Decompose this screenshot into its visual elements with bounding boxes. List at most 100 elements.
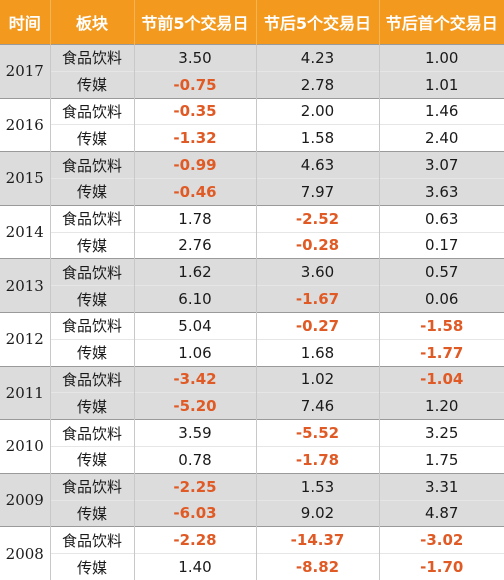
sector-cell: 传媒	[50, 392, 135, 420]
table-row: 传媒 0.78 -1.78 1.75	[0, 445, 504, 474]
sector-cell: 传媒	[50, 338, 135, 367]
header-time: 时间	[0, 0, 51, 45]
value-cell: -1.32	[134, 124, 257, 152]
year-cell: 2012	[0, 311, 51, 367]
sector-cell: 食品饮料	[50, 44, 135, 72]
value-cell: 1.02	[256, 365, 380, 393]
value-cell: -0.75	[134, 70, 257, 99]
value-cell: 2.00	[256, 97, 380, 125]
sector-cell: 食品饮料	[50, 311, 135, 340]
value-cell: -2.52	[256, 204, 380, 233]
header-sector: 板块	[50, 0, 135, 45]
value-cell: -1.78	[256, 445, 380, 474]
table-row: 传媒 6.10 -1.67 0.06	[0, 285, 504, 313]
value-cell: 3.63	[379, 177, 504, 206]
value-cell: 1.78	[134, 204, 257, 233]
table-row: 传媒 -5.20 7.46 1.20	[0, 392, 504, 420]
value-cell: 9.02	[256, 499, 380, 527]
value-cell: 0.63	[379, 204, 504, 233]
table-row: 2017 食品饮料 3.50 4.23 1.00	[0, 44, 504, 99]
value-cell: -1.58	[379, 311, 504, 340]
table-row: 2015 食品饮料 -0.99 4.63 3.07	[0, 151, 504, 206]
sector-cell: 传媒	[50, 70, 135, 99]
value-cell: 1.46	[379, 97, 504, 125]
header-after-first-day: 节后首个交易日	[379, 0, 504, 45]
value-cell: 0.17	[379, 231, 504, 259]
value-cell: 0.06	[379, 285, 504, 313]
value-cell: 3.50	[134, 44, 257, 72]
value-cell: 3.07	[379, 151, 504, 179]
table-row: 传媒 -0.75 2.78 1.01	[0, 70, 504, 99]
sector-cell: 食品饮料	[50, 204, 135, 233]
value-cell: -0.27	[256, 311, 380, 340]
sector-cell: 传媒	[50, 231, 135, 259]
year-cell: 2017	[0, 44, 51, 99]
sector-cell: 食品饮料	[50, 365, 135, 393]
value-cell: -1.77	[379, 338, 504, 367]
value-cell: 1.62	[134, 258, 257, 286]
sector-cell: 传媒	[50, 499, 135, 527]
sector-cell: 食品饮料	[50, 151, 135, 179]
table-row: 2016 食品饮料 -0.35 2.00 1.46	[0, 97, 504, 152]
table-row: 2011 食品饮料 -3.42 1.02 -1.04	[0, 365, 504, 420]
table-row: 传媒 1.40 -8.82 -1.70	[0, 553, 504, 580]
sector-cell: 食品饮料	[50, 419, 135, 447]
value-cell: -3.02	[379, 526, 504, 554]
value-cell: 3.59	[134, 419, 257, 447]
year-cell: 2016	[0, 97, 51, 152]
value-cell: -2.28	[134, 526, 257, 554]
value-cell: 1.06	[134, 338, 257, 367]
year-cell: 2011	[0, 365, 51, 420]
sector-cell: 传媒	[50, 445, 135, 474]
value-cell: 4.63	[256, 151, 380, 179]
value-cell: -5.20	[134, 392, 257, 420]
table-body: 2017 食品饮料 3.50 4.23 1.00 传媒 -0.75 2.78 1.01 2016 食…	[0, 44, 504, 580]
value-cell: 4.23	[256, 44, 380, 72]
value-cell: -3.42	[134, 365, 257, 393]
sector-cell: 食品饮料	[50, 472, 135, 501]
table-row: 2008 食品饮料 -2.28 -14.37 -3.02	[0, 526, 504, 580]
value-cell: 7.97	[256, 177, 380, 206]
value-cell: -14.37	[256, 526, 380, 554]
sector-cell: 传媒	[50, 553, 135, 580]
table-row: 2010 食品饮料 3.59 -5.52 3.25	[0, 419, 504, 474]
value-cell: -0.28	[256, 231, 380, 259]
sector-cell: 传媒	[50, 177, 135, 206]
value-cell: 1.01	[379, 70, 504, 99]
table-row: 传媒 1.06 1.68 -1.77	[0, 338, 504, 367]
value-cell: 3.60	[256, 258, 380, 286]
value-cell: -1.67	[256, 285, 380, 313]
value-cell: 1.20	[379, 392, 504, 420]
value-cell: -8.82	[256, 553, 380, 580]
table-row: 传媒 -0.46 7.97 3.63	[0, 177, 504, 206]
value-cell: 1.53	[256, 472, 380, 501]
sector-cell: 食品饮料	[50, 258, 135, 286]
year-cell: 2013	[0, 258, 51, 313]
table-row: 2014 食品饮料 1.78 -2.52 0.63	[0, 204, 504, 259]
table-row: 2013 食品饮料 1.62 3.60 0.57	[0, 258, 504, 313]
table-row: 传媒 -1.32 1.58 2.40	[0, 124, 504, 152]
year-cell: 2015	[0, 151, 51, 206]
year-cell: 2014	[0, 204, 51, 259]
value-cell: -5.52	[256, 419, 380, 447]
value-cell: -0.46	[134, 177, 257, 206]
value-cell: 1.58	[256, 124, 380, 152]
year-cell: 2009	[0, 472, 51, 527]
value-cell: 0.78	[134, 445, 257, 474]
value-cell: 5.04	[134, 311, 257, 340]
value-cell: -1.04	[379, 365, 504, 393]
value-cell: 0.57	[379, 258, 504, 286]
sector-cell: 传媒	[50, 124, 135, 152]
sector-cell: 食品饮料	[50, 97, 135, 125]
value-cell: 3.31	[379, 472, 504, 501]
value-cell: -6.03	[134, 499, 257, 527]
value-cell: -1.70	[379, 553, 504, 580]
table-header: 时间 板块 节前5个交易日 节后5个交易日 节后首个交易日	[0, 0, 504, 45]
value-cell: 2.78	[256, 70, 380, 99]
table-row: 传媒 2.76 -0.28 0.17	[0, 231, 504, 259]
sector-cell: 食品饮料	[50, 526, 135, 554]
table-row: 2009 食品饮料 -2.25 1.53 3.31	[0, 472, 504, 527]
header-before-5-days: 节前5个交易日	[134, 0, 257, 45]
header-after-5-days: 节后5个交易日	[256, 0, 380, 45]
